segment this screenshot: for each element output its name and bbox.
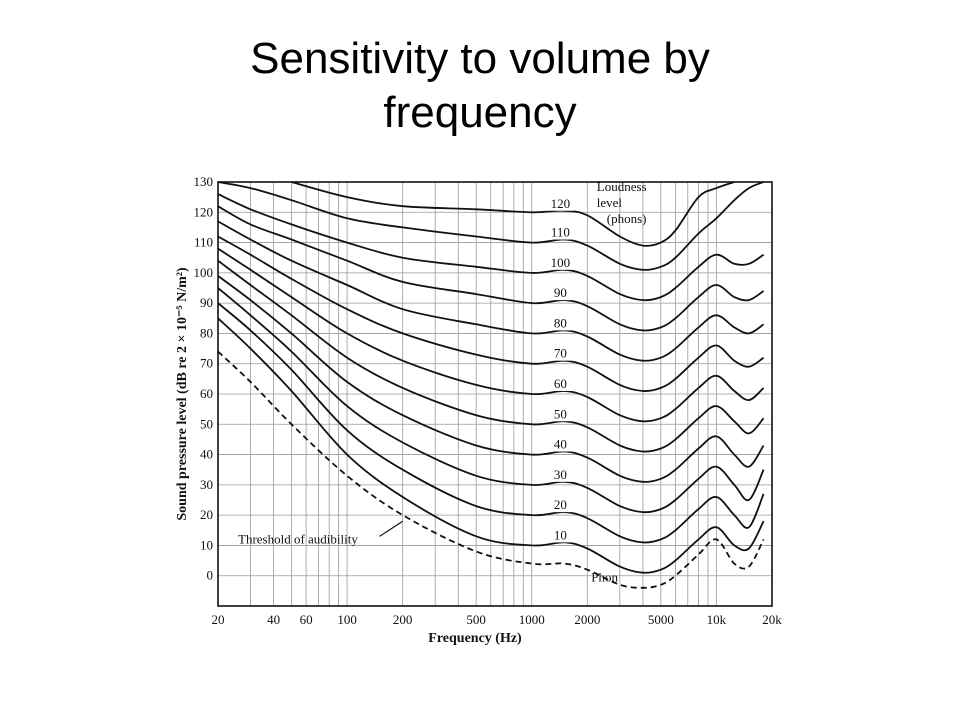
legend-title-line: (phons) [607,211,647,226]
y-tick-label: 110 [194,235,213,250]
loudness-curve-120-phon [291,181,735,247]
phon-label-70: 70 [554,346,567,361]
phon-label-background [546,498,575,513]
y-tick-label: 90 [200,295,213,310]
phon-annotation: Phon [591,570,618,585]
phon-label-100: 100 [551,255,571,270]
loudness-curve-110-phon [217,181,764,271]
x-tick-label: 2000 [574,612,600,627]
y-tick-label: 30 [200,477,213,492]
legend-title-line: Loudness [597,179,647,194]
phon-label-50: 50 [554,406,567,421]
loudness-curve-80-phon [217,220,765,362]
phon-label-90: 90 [554,285,567,300]
y-tick-label: 120 [194,204,214,219]
y-tick-label: 0 [207,568,214,583]
phon-label-80: 80 [554,315,567,330]
x-tick-label: 20 [212,612,225,627]
loudness-curve-60-phon [217,247,765,423]
y-tick-label: 80 [200,325,213,340]
phon-label-background [546,407,575,422]
legend-title-line: level [597,195,623,210]
phon-label-40: 40 [554,437,567,452]
x-tick-label: 20k [762,612,782,627]
loudness-curve-100-phon [217,193,765,302]
phon-label-120: 120 [551,196,571,211]
phon-label-background [546,255,575,270]
y-tick-label: 60 [200,386,213,401]
y-axis-label: Sound pressure level (dB re 2 × 10⁻⁵ N/m… [175,267,190,521]
loudness-curve-10-phon [217,317,765,574]
y-tick-label: 100 [194,265,214,280]
plot-frame [217,181,773,607]
slide-title: Sensitivity to volume by frequency [0,32,960,140]
phon-label-30: 30 [554,467,567,482]
y-tick-label: 40 [200,447,213,462]
slide-title-line-1: Sensitivity to volume by [250,34,710,83]
phon-label-background [546,528,575,543]
y-tick-label: 20 [200,507,213,522]
y-tick-label: 10 [200,537,213,552]
phon-label-background [546,376,575,391]
x-tick-label: 500 [466,612,486,627]
phon-label-10: 10 [554,527,567,542]
phon-label-60: 60 [554,376,567,391]
phon-label-background [546,286,575,301]
phon-label-110: 110 [551,225,570,240]
loudness-curve-30-phon [217,287,765,514]
threshold-of-audibility-curve [217,350,765,589]
slide-title-line-2: frequency [383,88,577,137]
x-tick-label: 100 [337,612,357,627]
y-tick-label: 70 [200,356,213,371]
threshold-annotation-arrow [379,520,403,537]
loudness-curve-20-phon [217,302,765,544]
phon-label-background [546,225,575,240]
y-tick-label: 50 [200,416,213,431]
chart-svg: 0 10 20 30 40 50 60 70 80 90 100 110 120 130 20 40 60 100… [175,174,782,646]
y-tick-label: 130 [194,174,214,189]
x-tick-label: 60 [300,612,313,627]
loudness-curve-40-phon [217,275,765,483]
equal-loudness-chart: 0 10 20 30 40 50 60 70 80 90 100 110 120 130 20 40 60 100… [170,168,800,648]
loudness-curve-70-phon [217,235,765,392]
x-tick-label: 1000 [519,612,545,627]
phon-label-background [546,467,575,482]
x-tick-label: 40 [267,612,280,627]
x-tick-label: 10k [707,612,727,627]
x-axis-label: Frequency (Hz) [428,631,522,646]
phon-label-background [546,346,575,361]
phon-label-background [546,437,575,452]
loudness-curve-90-phon [217,205,765,332]
phon-label-background [546,196,575,211]
phon-label-20: 20 [554,497,567,512]
loudness-curve-50-phon [217,259,765,453]
x-tick-label: 200 [393,612,413,627]
phon-label-background [546,316,575,331]
x-tick-label: 5000 [648,612,674,627]
threshold-annotation: Threshold of audibility [238,531,358,546]
